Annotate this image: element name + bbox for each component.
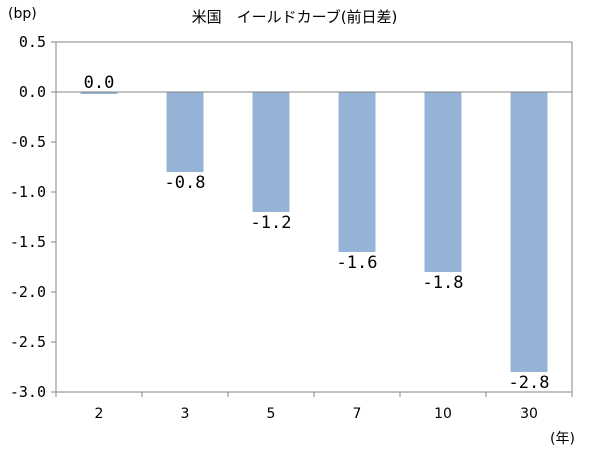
data-label: -0.8: [165, 173, 206, 193]
x-tick-label: 5: [267, 406, 276, 422]
bar: [80, 92, 118, 94]
y-tick-label: -1.0: [10, 183, 46, 201]
y-tick-label: -1.5: [10, 233, 46, 251]
bar: [252, 92, 290, 212]
plot-area-frame: [55, 41, 573, 393]
y-tick-label: -2.0: [10, 283, 46, 301]
bar: [424, 92, 462, 272]
x-tick-label: 7: [353, 406, 362, 422]
y-tick-label: 0.5: [19, 33, 46, 51]
bar: [166, 92, 204, 172]
y-tick-label: -3.0: [10, 383, 46, 401]
x-axis-unit-label: (年): [550, 431, 575, 447]
y-tick-label: 0.0: [19, 83, 46, 101]
x-tick-label: 10: [434, 406, 452, 422]
data-label: 0.0: [84, 73, 115, 93]
y-tick-label: -0.5: [10, 133, 46, 151]
y-tick-label: -2.5: [10, 333, 46, 351]
bar: [510, 92, 548, 372]
x-tick-label: 3: [181, 406, 190, 422]
data-label: -1.6: [337, 253, 378, 273]
x-tick-label: 2: [95, 406, 104, 422]
y-axis-unit-label: (bp): [8, 6, 37, 22]
x-tick-label: 30: [520, 406, 538, 422]
chart-title: 米国 イールドカーブ(前日差): [191, 8, 398, 26]
data-label: -1.8: [423, 273, 464, 293]
data-label: -1.2: [251, 213, 292, 233]
bar: [338, 92, 376, 252]
data-label: -2.8: [509, 373, 550, 393]
